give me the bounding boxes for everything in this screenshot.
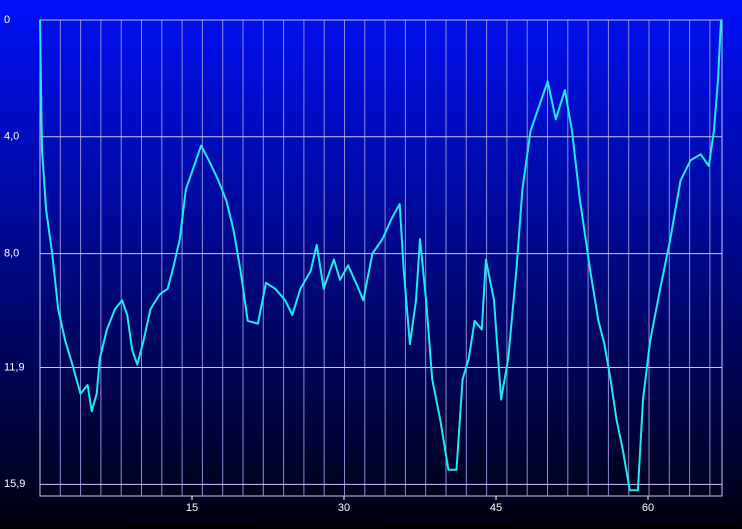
y-tick-label: 4,0: [4, 131, 19, 143]
x-tick-label: 15: [186, 502, 198, 514]
x-tick-label: 60: [642, 502, 654, 514]
y-tick-label: 15,9: [4, 478, 25, 490]
y-tick-label: 0: [4, 14, 10, 26]
x-tick-label: 30: [338, 502, 350, 514]
depth-line: [39, 19, 722, 492]
y-tick-label: 8,0: [4, 248, 19, 260]
x-tick-label: 45: [490, 502, 502, 514]
y-tick-label: 11,9: [4, 361, 25, 373]
